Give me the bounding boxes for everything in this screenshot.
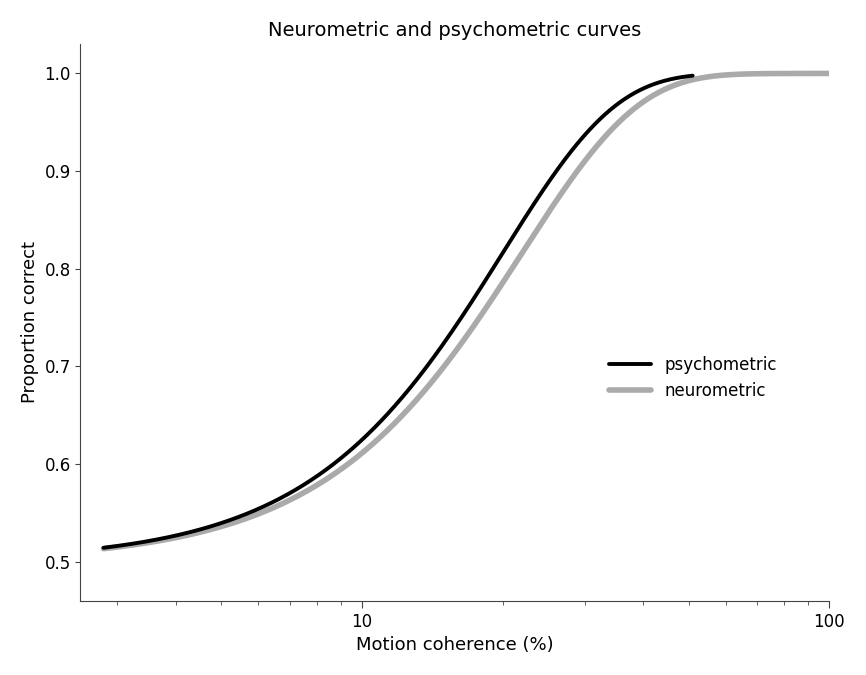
- neurometric: [583, 153, 593, 161]
- Line: neurometric: neurometric: [104, 74, 830, 549]
- Y-axis label: Proportion correct: Proportion correct: [21, 242, 39, 404]
- neurometric: [645, 93, 656, 101]
- X-axis label: Motion coherence (%): Motion coherence (%): [356, 636, 553, 654]
- psychometric: [99, 544, 109, 552]
- psychometric: [688, 72, 698, 80]
- psychometric: [542, 180, 553, 188]
- psychometric: [249, 506, 260, 514]
- psychometric: [365, 428, 375, 436]
- psychometric: [445, 329, 456, 338]
- psychometric: [492, 258, 502, 266]
- Legend: psychometric, neurometric: psychometric, neurometric: [603, 350, 784, 407]
- neurometric: [427, 378, 437, 386]
- neurometric: [526, 235, 536, 243]
- neurometric: [99, 545, 109, 553]
- psychometric: [203, 523, 213, 531]
- neurometric: [824, 70, 835, 78]
- Title: Neurometric and psychometric curves: Neurometric and psychometric curves: [268, 21, 642, 40]
- Line: psychometric: psychometric: [104, 76, 693, 548]
- neurometric: [285, 496, 295, 504]
- neurometric: [227, 519, 237, 527]
